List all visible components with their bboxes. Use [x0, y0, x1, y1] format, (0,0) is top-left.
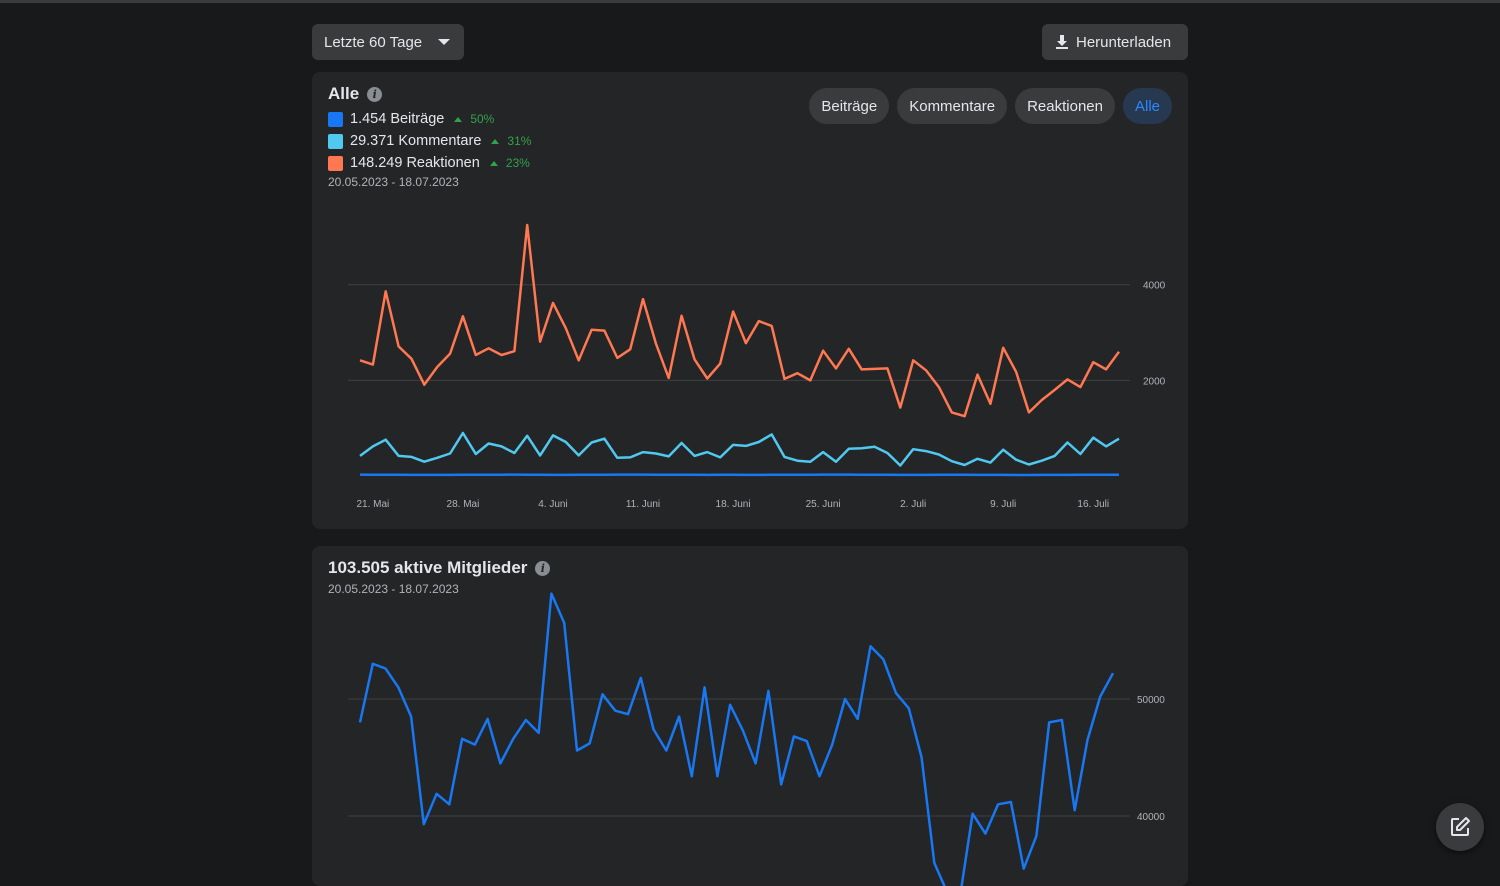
members-chart: 40000 50000: [312, 546, 1188, 886]
x-tick-label: 21. Mai: [356, 499, 389, 510]
download-icon: [1054, 34, 1070, 50]
y-tick-label: 50000: [1137, 695, 1165, 706]
y-tick-label: 2000: [1143, 376, 1166, 387]
date-range-label: Letzte 60 Tage: [324, 34, 422, 51]
x-tick-label: 25. Juni: [806, 499, 841, 510]
download-label: Herunterladen: [1076, 34, 1171, 51]
x-tick-label: 11. Juni: [626, 499, 660, 510]
y-tick-label: 40000: [1137, 812, 1165, 823]
download-button[interactable]: Herunterladen: [1042, 24, 1188, 60]
activity-card: Alle i 1.454 Beiträge 50% 29.371 Komment…: [312, 72, 1188, 529]
edit-icon: [1449, 816, 1471, 838]
compose-button[interactable]: [1436, 803, 1484, 851]
y-tick-label: 4000: [1143, 281, 1166, 292]
activity-chart: 2000 4000 21. Mai 28. Mai 4. Juni 11. Juni 18.…: [312, 72, 1188, 529]
x-tick-label: 4. Juni: [538, 499, 567, 510]
x-tick-label: 28. Mai: [447, 499, 480, 510]
x-tick-label: 2. Juli: [900, 499, 926, 510]
series-line-kommentare: [360, 433, 1119, 466]
caret-down-icon: [438, 39, 450, 45]
x-tick-label: 9. Juli: [990, 499, 1016, 510]
series-line-reaktionen: [360, 225, 1119, 416]
top-border: [0, 0, 1500, 3]
toolbar: Letzte 60 Tage Herunterladen: [312, 24, 1188, 60]
x-tick-label: 16. Juli: [1077, 499, 1109, 510]
date-range-dropdown[interactable]: Letzte 60 Tage: [312, 24, 464, 60]
series-line-aktive-mitglieder: [360, 594, 1113, 886]
x-tick-label: 18. Juni: [716, 499, 751, 510]
members-card: 103.505 aktive Mitglieder i 20.05.2023 -…: [312, 546, 1188, 886]
